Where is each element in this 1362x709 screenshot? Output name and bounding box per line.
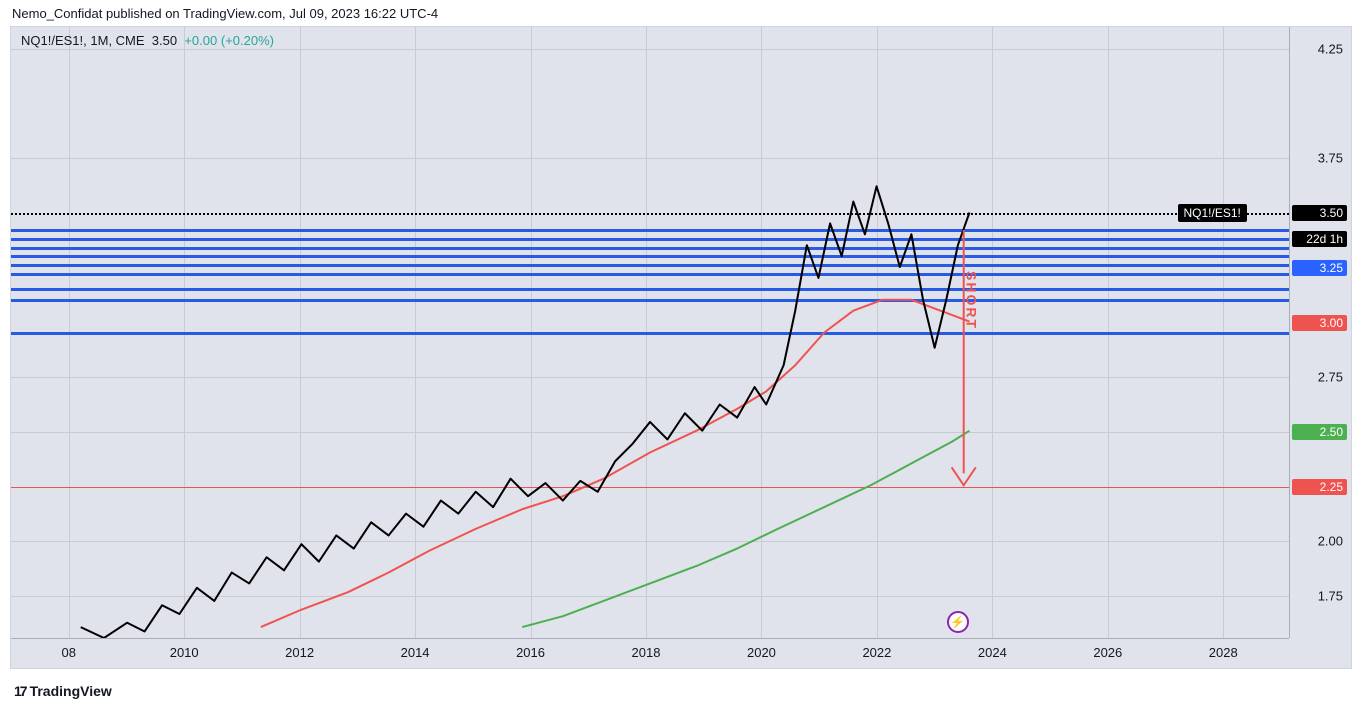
legend-change-pct: (+0.20%) (221, 33, 274, 48)
tradingview-logo-icon: 17 (14, 683, 26, 699)
x-tick-label: 2024 (978, 645, 1007, 660)
publish-header: Nemo_Confidat published on TradingView.c… (0, 0, 1362, 26)
legend-interval: 1M (90, 33, 108, 48)
x-tick-label: 08 (61, 645, 75, 660)
chart-legend: NQ1!/ES1!, 1M, CME 3.50 +0.00 (+0.20%) (21, 33, 274, 48)
short-label: SHORT (964, 271, 980, 330)
x-tick-label: 2012 (285, 645, 314, 660)
symbol-price-flag: NQ1!/ES1! (1178, 204, 1247, 222)
publish-text: Nemo_Confidat published on TradingView.c… (12, 6, 438, 21)
y-tick-label: 4.25 (1318, 41, 1343, 56)
y-tick-label: 2.75 (1318, 370, 1343, 385)
y-axis[interactable]: 4.25 3.75 2.75 2.50 2.00 1.75 3.50 22d 1h 3.25 3.… (1289, 27, 1351, 638)
legend-symbol: NQ1!/ES1! (21, 33, 83, 48)
x-tick-label: 2018 (632, 645, 661, 660)
chart-frame[interactable]: NQ1!/ES1!, 1M, CME 3.50 +0.00 (+0.20%) N… (10, 26, 1352, 669)
plot-area[interactable]: NQ1!/ES1!, 1M, CME 3.50 +0.00 (+0.20%) N… (11, 27, 1289, 638)
x-tick-label: 2022 (862, 645, 891, 660)
chart-screenshot: Nemo_Confidat published on TradingView.c… (0, 0, 1362, 709)
y-tick-label: 3.75 (1318, 151, 1343, 166)
x-tick-label: 2016 (516, 645, 545, 660)
legend-last: 3.50 (152, 33, 177, 48)
brand-name: TradingView (30, 683, 112, 699)
x-tick-label: 2028 (1209, 645, 1238, 660)
x-tick-label: 2020 (747, 645, 776, 660)
y-axis-badge: 2.25 (1292, 479, 1347, 495)
y-tick-label: 2.00 (1318, 534, 1343, 549)
legend-exchange: CME (116, 33, 145, 48)
y-tick-label: 1.75 (1318, 589, 1343, 604)
x-tick-label: 2014 (401, 645, 430, 660)
x-tick-label: 2010 (170, 645, 199, 660)
short-arrow (11, 27, 1289, 638)
x-tick-label: 2026 (1093, 645, 1122, 660)
y-axis-badge: 3.00 (1292, 315, 1347, 331)
legend-change: +0.00 (184, 33, 217, 48)
y-axis-badge: 3.50 (1292, 205, 1347, 221)
y-axis-badge: 2.50 (1292, 424, 1347, 440)
y-axis-badge: 3.25 (1292, 260, 1347, 276)
x-axis[interactable]: 08 2010 2012 2014 2016 2018 2020 2022 2024 2026 20… (11, 638, 1289, 668)
y-axis-badge: 22d 1h (1292, 231, 1347, 247)
brand-footer: 17 TradingView (14, 683, 112, 699)
